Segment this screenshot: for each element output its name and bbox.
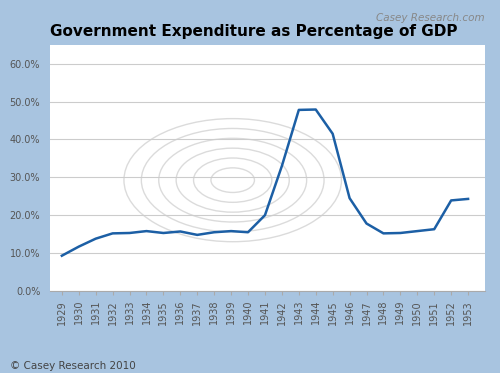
Text: Casey Research.com: Casey Research.com [376,13,485,23]
Text: © Casey Research 2010: © Casey Research 2010 [10,361,136,371]
Text: Government Expenditure as Percentage of GDP: Government Expenditure as Percentage of … [50,24,458,40]
